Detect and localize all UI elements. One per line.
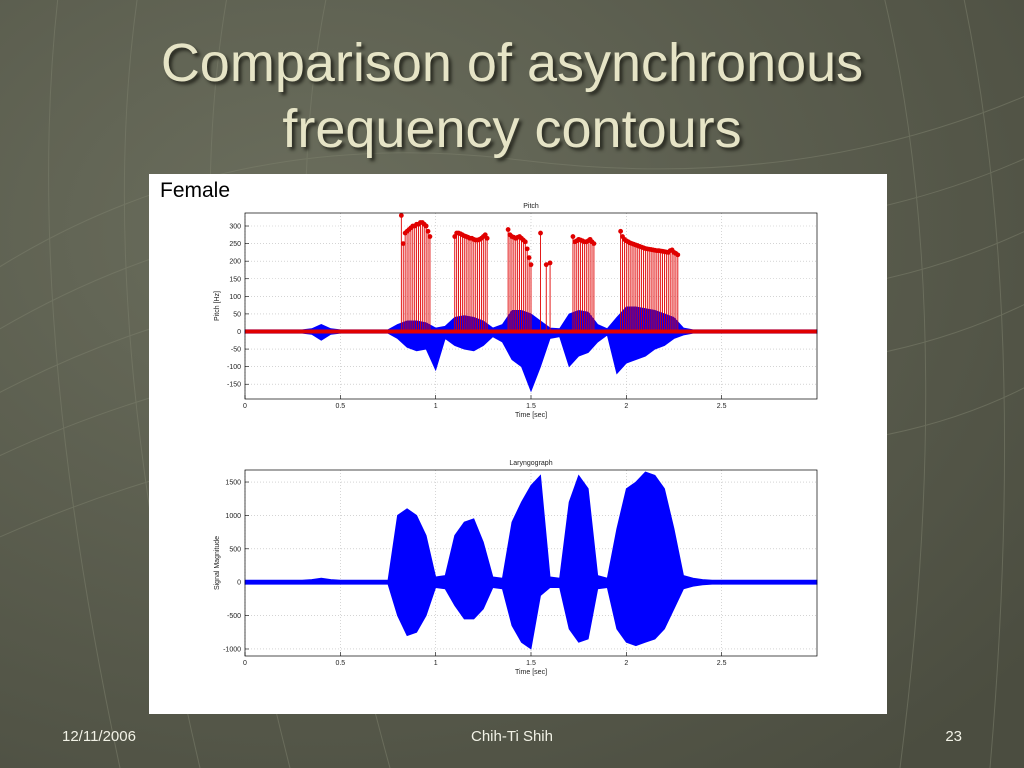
chart-title: Laryngograph: [509, 460, 552, 467]
stem-marker: [522, 239, 528, 245]
x-tick-label: 2.5: [717, 660, 727, 667]
x-tick-label: 2: [624, 660, 628, 667]
y-tick-label: -1000: [223, 646, 241, 653]
stem-marker: [482, 232, 488, 238]
slide-title: Comparison of asynchronous frequency con…: [160, 33, 864, 159]
stem-marker: [526, 255, 532, 261]
x-tick-label: 0.5: [335, 403, 345, 410]
y-tick-label: 150: [229, 276, 241, 283]
y-tick-label: 200: [229, 259, 241, 266]
stem-marker: [675, 252, 681, 258]
footer-date: 12/11/2006: [62, 728, 136, 745]
stem-marker: [425, 228, 431, 234]
x-tick-label: 2.5: [717, 403, 727, 410]
footer-page: 23: [945, 728, 962, 745]
x-tick-label: 0.5: [335, 660, 345, 667]
stem-marker: [618, 228, 624, 234]
stem-marker: [505, 227, 511, 232]
stem-marker: [398, 213, 404, 218]
x-tick-label: 1: [434, 660, 438, 667]
x-tick-label: 1.5: [526, 660, 536, 667]
x-tick-label: 2: [624, 403, 628, 410]
stem-marker: [427, 234, 433, 239]
y-tick-label: 1000: [225, 513, 241, 520]
y-axis-label: Signal Magnitude: [214, 536, 221, 590]
stem-marker: [543, 262, 549, 268]
y-tick-label: -50: [231, 347, 241, 354]
signal-envelope: [244, 581, 818, 650]
x-tick-label: 1: [434, 403, 438, 410]
stem-marker: [423, 223, 429, 229]
x-axis-label: Time [sec]: [515, 669, 547, 676]
x-tick-label: 0: [243, 403, 247, 410]
stem-marker: [547, 260, 553, 266]
y-tick-label: -150: [227, 382, 241, 389]
y-tick-label: 50: [233, 311, 241, 318]
footer-author: Chih-Ti Shih: [471, 728, 553, 745]
signal-envelope: [244, 471, 818, 583]
y-tick-label: 500: [229, 546, 241, 553]
x-tick-label: 0: [243, 660, 247, 667]
stem-marker: [524, 246, 530, 252]
y-tick-label: 250: [229, 241, 241, 248]
panel-label: Female: [160, 179, 230, 202]
y-tick-label: 300: [229, 224, 241, 231]
y-tick-label: 100: [229, 294, 241, 301]
stem-marker: [591, 241, 597, 246]
stem-marker: [528, 262, 534, 268]
y-tick-label: -100: [227, 364, 241, 371]
y-axis-label: Pitch [Hz]: [214, 291, 221, 321]
axes-frame: [244, 212, 818, 400]
chart-title: Pitch: [523, 203, 539, 210]
y-tick-label: 1500: [225, 480, 241, 487]
stem-marker: [452, 234, 458, 239]
stem-marker: [484, 235, 490, 241]
stem-marker: [400, 241, 406, 246]
stem-marker: [538, 230, 543, 236]
x-axis-label: Time [sec]: [515, 412, 547, 419]
y-tick-label: 0: [237, 580, 241, 587]
y-tick-label: -500: [227, 613, 241, 620]
axes-frame: [244, 469, 818, 657]
y-tick-label: 0: [237, 329, 241, 336]
stem-marker: [570, 234, 576, 239]
x-tick-label: 1.5: [526, 403, 536, 410]
